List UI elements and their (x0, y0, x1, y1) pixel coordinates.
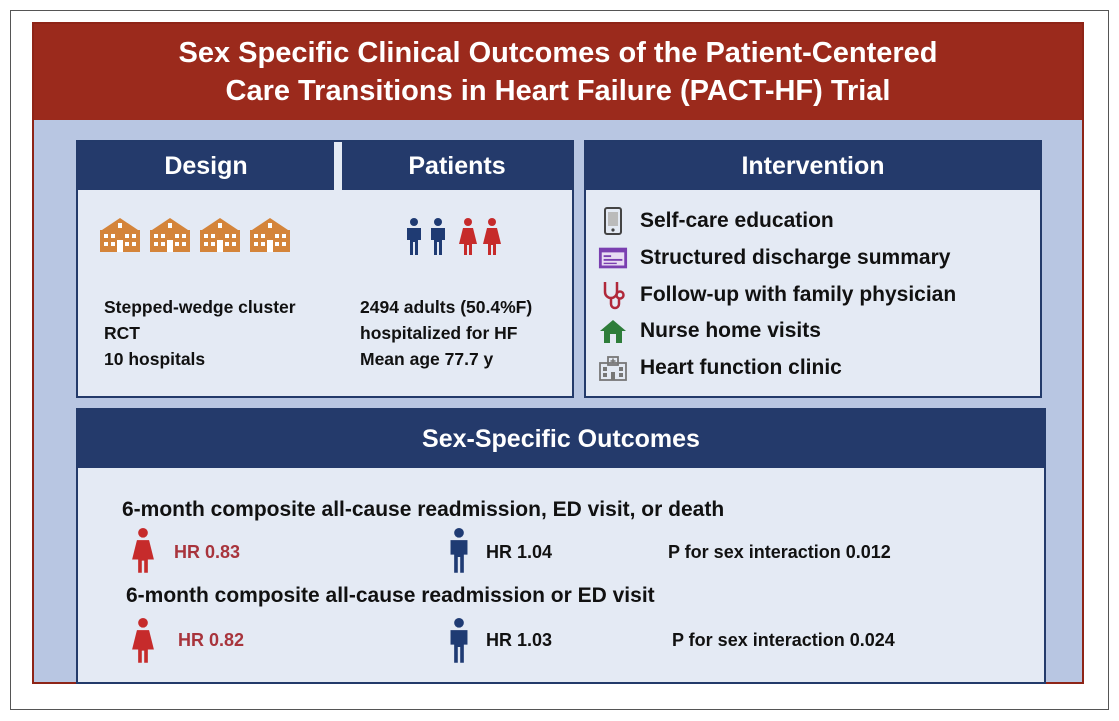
p-interaction: P for sex interaction 0.012 (668, 542, 891, 562)
intervention-label: Nurse home visits (640, 319, 821, 342)
male-hr: HR 1.03 (486, 630, 553, 650)
intervention-item: Self-care education (598, 206, 834, 236)
design-line: RCT (104, 323, 140, 343)
document-icon (598, 247, 628, 269)
title-bar: Sex Specific Clinical Outcomes of the Pa… (34, 24, 1082, 120)
house-icon (600, 320, 626, 343)
intervention-item: Structured discharge summary (598, 243, 950, 273)
outcome-heading: 6-month composite all-cause readmission,… (122, 498, 725, 521)
stethoscope-icon (603, 282, 625, 310)
p-interaction: P for sex interaction 0.024 (672, 630, 895, 650)
hospital-icon (250, 218, 290, 252)
intervention-label: Heart function clinic (640, 356, 842, 379)
outcomes-panel: Sex-Specific Outcomes 6-month composite … (76, 408, 1046, 684)
title-line-1: Sex Specific Clinical Outcomes of the Pa… (178, 37, 938, 69)
female-icon (132, 618, 154, 663)
female-icon (132, 528, 154, 573)
intervention-panel: Intervention Self-care education (584, 140, 1042, 398)
female-hr: HR 0.82 (178, 630, 245, 650)
man-icon (431, 218, 445, 255)
outcome-heading: 6-month composite all-cause readmission … (126, 584, 655, 607)
graphical-abstract: Sex Specific Clinical Outcomes of the Pa… (32, 22, 1084, 684)
female-hr: HR 0.83 (174, 542, 241, 562)
design-text: Stepped-wedge cluster RCT 10 hospitals (104, 294, 296, 372)
intervention-label: Follow-up with family physician (640, 283, 957, 306)
patients-line: 2494 adults (50.4%F) (360, 297, 533, 317)
patients-header: Patients (342, 142, 572, 190)
intervention-label: Structured discharge summary (640, 246, 951, 269)
intervention-header: Intervention (586, 142, 1040, 190)
intervention-item: Nurse home visits (598, 316, 821, 346)
design-line: 10 hospitals (104, 349, 206, 369)
male-hr: HR 1.04 (486, 542, 553, 562)
hospital-icon (150, 218, 190, 252)
intervention-item: Heart function clinic (598, 353, 842, 383)
woman-icon (483, 218, 501, 255)
hospital-icon (200, 218, 240, 252)
people-icon-row (404, 218, 502, 256)
tablet-icon (604, 207, 622, 235)
patients-text: 2494 adults (50.4%F) hospitalized for HF… (360, 294, 532, 372)
design-line: Stepped-wedge cluster (104, 297, 296, 317)
patients-line: Mean age 77.7 y (360, 349, 494, 369)
intervention-label: Self-care education (640, 209, 834, 232)
hospital-icon-row (98, 214, 292, 254)
male-icon (450, 618, 468, 663)
man-icon (407, 218, 421, 255)
title-line-2: Care Transitions in Heart Failure (PACT-… (225, 75, 891, 107)
woman-icon (459, 218, 477, 255)
hospital-icon (100, 218, 140, 252)
intervention-item: Follow-up with family physician (598, 280, 956, 310)
male-icon (450, 528, 468, 573)
outcomes-header: Sex-Specific Outcomes (78, 410, 1044, 468)
patients-line: hospitalized for HF (360, 323, 518, 343)
design-patients-panel: Design Patients (76, 140, 574, 398)
clinic-icon (599, 356, 627, 381)
design-header: Design (78, 142, 334, 190)
